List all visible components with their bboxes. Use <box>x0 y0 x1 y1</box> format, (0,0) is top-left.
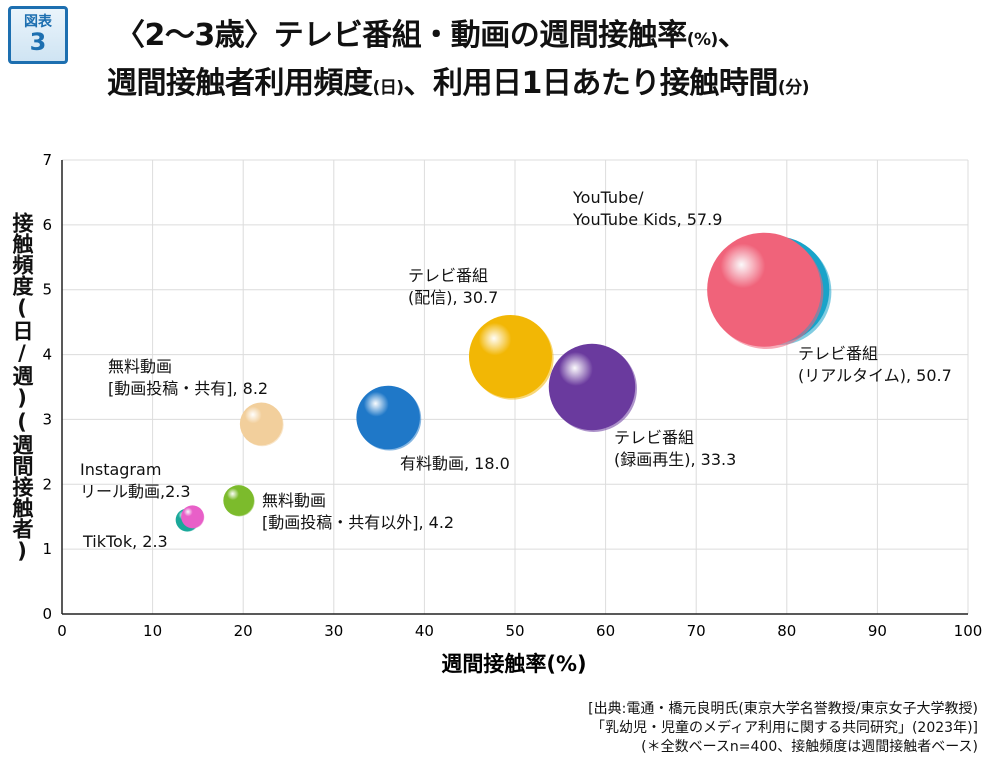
figure-badge: 図表 3 <box>8 6 68 64</box>
data-label-instagram: Instagram リール動画,2.3 <box>80 460 191 501</box>
data-label-line: リール動画,2.3 <box>80 482 191 501</box>
source-line-3: (＊全数ベースn=400、接触頻度は週間接触者ベース) <box>641 739 978 755</box>
x-tick-label: 60 <box>596 622 615 640</box>
x-tick-label: 40 <box>415 622 434 640</box>
y-tick-label: 7 <box>42 151 52 169</box>
data-label-line: TikTok, 2.3 <box>82 532 168 551</box>
data-label-line: テレビ番組 <box>408 266 488 285</box>
y-tick-label: 1 <box>42 540 52 558</box>
bubble-free <box>239 402 283 446</box>
bubble-layer <box>175 232 832 532</box>
bubble-tv_stream <box>468 315 552 399</box>
data-label-line: (リアルタイム), 50.7 <box>798 366 952 385</box>
x-tick-label: 80 <box>777 622 796 640</box>
data-label-free: 無料動画 [動画投稿・共有], 8.2 <box>108 357 268 398</box>
bubble-youtube <box>707 232 822 347</box>
y-tick-label: 3 <box>42 410 52 428</box>
title-line-2-a: 週間接触者利用頻度 <box>107 66 373 101</box>
bubble-paid <box>356 385 420 450</box>
data-label-line: テレビ番組 <box>798 344 878 363</box>
y-tick-label: 2 <box>42 475 52 493</box>
title-unit-days: (日) <box>372 78 405 98</box>
x-tick-label: 20 <box>234 622 253 640</box>
data-label-youtube: YouTube/YouTube Kids, 57.9 <box>572 188 722 229</box>
x-axis-label: 週間接触率(%) <box>441 652 586 676</box>
data-label-line: [動画投稿・共有], 8.2 <box>108 379 268 398</box>
title-line-2-b: 、利用日1日あたり接触時間 <box>403 66 779 101</box>
x-tick-label: 0 <box>57 622 67 640</box>
data-label-paid: 有料動画, 18.0 <box>400 454 510 473</box>
title-line-1-tail: 、 <box>717 18 748 53</box>
x-tick-label: 90 <box>868 622 887 640</box>
y-tick-label: 6 <box>42 216 52 234</box>
title-line-1-main: 〈2〜3歳〉テレビ番組・動画の週間接触率 <box>115 18 687 53</box>
data-label-line: YouTube/ <box>572 188 644 207</box>
data-label-line: Instagram <box>80 460 161 479</box>
data-label-tv_stream: テレビ番組 (配信), 30.7 <box>408 266 498 307</box>
y-tick-label: 4 <box>42 346 52 364</box>
title-unit-percent: (%) <box>686 30 719 50</box>
bubble-instagram <box>181 505 204 529</box>
x-tick-label: 70 <box>687 622 706 640</box>
label-layer: TikTok, 2.3 Instagram リール動画,2.3 無料動画 [動画投稿・共… <box>80 188 952 551</box>
data-label-line: YouTube Kids, 57.9 <box>572 210 722 229</box>
title-line-1: 〈2〜3歳〉テレビ番組・動画の週間接触率(%)、 <box>115 14 995 62</box>
title-line-2: 週間接触者利用頻度(日)、利用日1日あたり接触時間(分) <box>107 62 987 110</box>
data-label-tv_rec: テレビ番組 (録画再生), 33.3 <box>614 428 736 469</box>
x-tick-label: 10 <box>143 622 162 640</box>
bubble-free_excl <box>223 485 255 516</box>
x-tick-label: 30 <box>324 622 343 640</box>
data-label-line: テレビ番組 <box>614 428 694 447</box>
data-label-tv_live: テレビ番組 (リアルタイム), 50.7 <box>798 344 952 385</box>
data-label-line: 有料動画, 18.0 <box>400 454 510 473</box>
data-label-line: (録画再生), 33.3 <box>614 450 736 469</box>
y-axis-label: 接触頻度(日/週)(週間接触者) <box>10 211 34 563</box>
y-tick-label: 5 <box>42 281 52 299</box>
data-label-line: 無料動画 <box>262 491 326 510</box>
data-label-tiktok: TikTok, 2.3 <box>82 532 168 551</box>
source-line-1: [出典:電通・橋元良明氏(東京大学名誉教授/東京女子大学教授) <box>588 701 978 717</box>
figure-badge-number: 3 <box>29 28 47 56</box>
x-tick-label: 100 <box>954 622 983 640</box>
source-line-2: 「乳幼児・児童のメディア利用に関する共同研究」(2023年)] <box>590 720 978 736</box>
data-label-line: (配信), 30.7 <box>408 288 498 307</box>
title-unit-minutes: (分) <box>777 78 810 98</box>
figure-badge-label: 図表 <box>24 14 52 30</box>
axis-layer: 0 10 20 30 40 50 60 70 80 90 100 0 1 2 3 4 5 6 7 <box>42 151 982 640</box>
source-note: [出典:電通・橋元良明氏(東京大学名誉教授/東京女子大学教授) 「乳幼児・児童の… <box>588 700 978 757</box>
chart-title: 〈2〜3歳〉テレビ番組・動画の週間接触率(%)、 週間接触者利用頻度(日)、利用… <box>107 14 995 110</box>
bubble-tv_rec <box>548 343 636 431</box>
x-tick-label: 50 <box>505 622 524 640</box>
data-label-free_excl: 無料動画 [動画投稿・共有以外], 4.2 <box>262 491 454 532</box>
data-label-line: [動画投稿・共有以外], 4.2 <box>262 513 454 532</box>
data-label-line: 無料動画 <box>108 357 172 376</box>
y-tick-label: 0 <box>42 605 52 623</box>
